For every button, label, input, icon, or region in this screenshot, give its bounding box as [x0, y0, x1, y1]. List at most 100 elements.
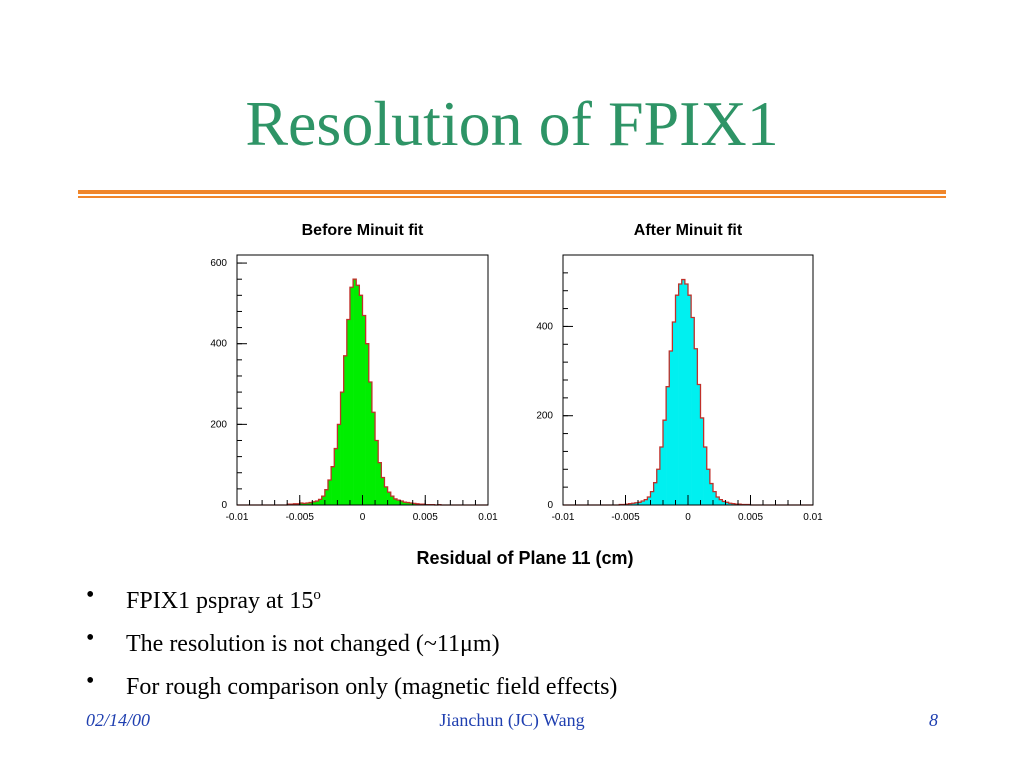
histogram-bar	[659, 446, 664, 505]
histogram-bar	[371, 412, 376, 505]
bullet-text: The resolution is not changed (~11	[126, 631, 461, 657]
histogram-bar	[302, 503, 307, 505]
title-divider-thin	[78, 196, 946, 198]
histogram-after-fit: After Minuit fit -0.01 -0.005 0 0.005 0.01 0 20…	[536, 222, 823, 523]
histogram-bar	[397, 500, 401, 505]
histogram-bar	[678, 284, 683, 505]
histogram-bar	[353, 279, 357, 505]
histogram-bar	[349, 287, 354, 505]
histogram-bar	[387, 492, 392, 505]
histogram-bar	[731, 503, 736, 505]
histogram-bar	[365, 343, 370, 505]
histogram-bar	[681, 279, 686, 505]
histogram-bar	[400, 500, 404, 505]
shared-x-axis-label: Residual of Plane 11 (cm)	[416, 548, 633, 568]
histogram-bar	[324, 489, 329, 505]
histogram-bar	[709, 483, 714, 505]
histogram-bar	[694, 348, 698, 505]
histogram-bar	[359, 295, 363, 505]
histogram-bar	[318, 499, 323, 505]
y-tick-label: 400	[536, 321, 553, 332]
histogram-bar	[713, 491, 717, 505]
histogram-bar	[299, 502, 304, 505]
x-tick-label: 0.005	[738, 512, 763, 523]
x-tick-label: 0	[685, 512, 691, 523]
histogram-bar	[321, 496, 326, 505]
chart-title: After Minuit fit	[634, 222, 743, 239]
footer-page-number: 8	[929, 710, 938, 730]
histogram-bar	[656, 469, 661, 505]
histogram-bar	[331, 466, 335, 505]
histogram-bar	[706, 469, 711, 505]
histogram-bar	[356, 285, 360, 505]
y-tick-label: 600	[210, 258, 227, 269]
histogram-bar	[340, 392, 344, 505]
bullet-text: FPIX1 pspray at 15	[126, 588, 314, 614]
histogram-bar	[631, 503, 636, 505]
histogram-bar	[306, 502, 310, 505]
x-tick-label: 0	[360, 512, 366, 523]
histogram-bar	[393, 498, 398, 505]
histogram-bar	[628, 503, 633, 505]
histogram-bar	[722, 501, 726, 505]
histogram-bar	[650, 491, 654, 505]
histogram-bar	[634, 502, 639, 505]
y-tick-label: 400	[210, 339, 227, 350]
histogram-bar	[647, 496, 651, 505]
histogram-bar	[653, 482, 658, 505]
histogram-figure: Before Minuit fit -0.01 -0.005 0 0.005 0.01 0 2…	[210, 222, 823, 568]
bullet-list: • FPIX1 pspray at 15o • The resolution is …	[86, 580, 617, 709]
x-tick-label: -0.01	[226, 512, 249, 523]
x-tick-label: -0.005	[611, 512, 640, 523]
footer-date: 02/14/00	[86, 710, 151, 730]
bullet-dot: •	[86, 625, 95, 651]
histogram-bar	[368, 382, 373, 505]
x-tick-label: 0.005	[413, 512, 438, 523]
histogram-bar	[375, 440, 379, 505]
bullet-dot: •	[86, 582, 95, 608]
y-tick-label: 0	[547, 500, 553, 511]
title-divider	[78, 190, 946, 194]
histogram-bar	[378, 462, 382, 505]
bullet-item: • For rough comparison only (magnetic fie…	[86, 666, 617, 709]
histogram-bar	[409, 502, 413, 505]
histogram-bar	[412, 503, 417, 505]
x-tick-label: -0.005	[286, 512, 315, 523]
histogram-bar	[641, 500, 645, 505]
histogram-bar	[309, 502, 313, 505]
bullet-suffix: μm)	[460, 631, 500, 657]
histogram-bar	[343, 355, 348, 505]
histogram-bar	[688, 295, 692, 505]
bullet-superscript: o	[313, 587, 321, 603]
bullet-item: • The resolution is not changed (~11μm)	[86, 623, 617, 666]
histogram-bar	[644, 499, 648, 505]
footer-author: Jianchun (JC) Wang	[439, 710, 585, 730]
x-tick-label: -0.01	[552, 512, 575, 523]
histogram-bar	[716, 496, 720, 505]
histogram-before-fit: Before Minuit fit -0.01 -0.005 0 0.005 0.01 0 2…	[210, 222, 498, 523]
histogram-bar	[669, 350, 673, 505]
histogram-bar	[403, 502, 407, 505]
histogram-bar	[384, 486, 388, 505]
x-tick-label: 0.01	[803, 512, 823, 523]
y-tick-label: 200	[210, 419, 227, 430]
histogram-bar	[381, 477, 385, 505]
histogram-bar	[315, 500, 319, 505]
histogram-bar	[703, 446, 708, 505]
chart-title: Before Minuit fit	[302, 222, 424, 239]
histogram-bar	[697, 384, 701, 505]
histogram-bar	[700, 417, 704, 505]
histogram-bar	[719, 499, 723, 505]
histogram-bar	[312, 501, 316, 505]
histogram-bar	[728, 503, 733, 505]
y-tick-label: 0	[221, 500, 227, 511]
histogram-bar	[666, 386, 670, 505]
histogram-bar	[362, 315, 366, 505]
bullet-text: For rough comparison only (magnetic fiel…	[126, 674, 618, 700]
histogram-bar	[675, 295, 679, 505]
histogram-bar	[638, 502, 642, 505]
histogram-bar	[346, 319, 351, 505]
histogram-bar	[691, 317, 695, 505]
bullet-dot: •	[86, 668, 95, 694]
histogram-bar	[672, 321, 676, 505]
